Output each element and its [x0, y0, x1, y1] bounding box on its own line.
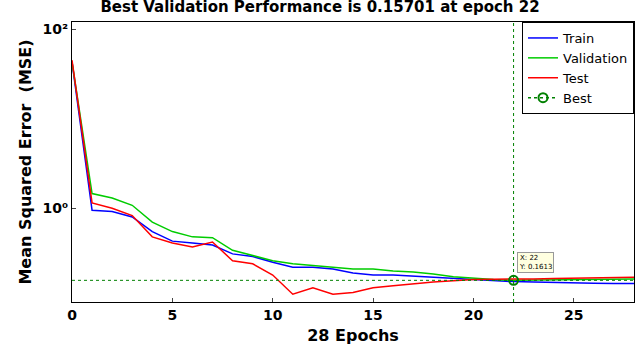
svg-text:Test: Test	[562, 71, 589, 86]
svg-text:0: 0	[67, 307, 77, 323]
svg-text:20: 20	[464, 307, 484, 323]
svg-text:25: 25	[564, 307, 583, 323]
svg-text:Best Validation Performance is: Best Validation Performance is 0.15701 a…	[100, 0, 539, 16]
svg-text:5: 5	[167, 307, 177, 323]
svg-text:10⁰: 10⁰	[43, 200, 69, 216]
svg-text:Train: Train	[562, 31, 594, 46]
svg-text:28 Epochs: 28 Epochs	[307, 326, 399, 345]
svg-text:Mean Squared Error (MSE): Mean Squared Error (MSE)	[16, 39, 35, 284]
svg-text:Best: Best	[563, 91, 592, 106]
svg-text:Validation: Validation	[563, 51, 627, 66]
svg-text:X: 22Y: 0.1613: X: 22Y: 0.1613	[519, 254, 552, 271]
svg-text:10²: 10²	[43, 21, 69, 37]
svg-text:15: 15	[363, 307, 382, 323]
svg-text:10: 10	[263, 307, 283, 323]
